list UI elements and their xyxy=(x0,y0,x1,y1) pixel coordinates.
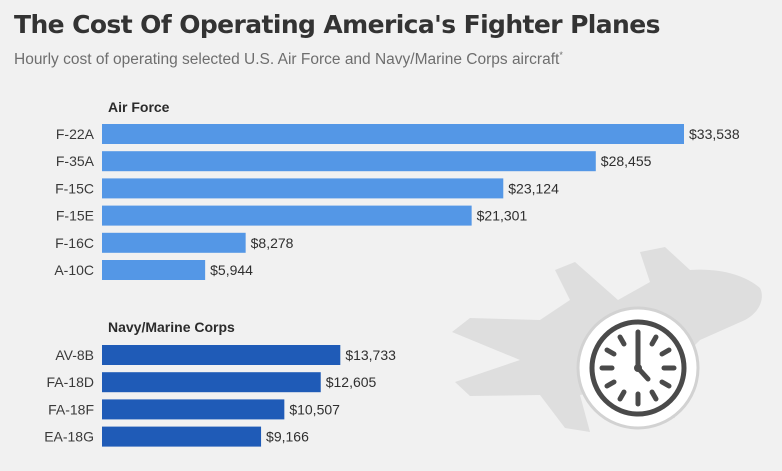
value-label-fa-18d: $12,605 xyxy=(326,374,377,390)
category-label-fa-18f: FA-18F xyxy=(48,401,94,417)
value-label-f-15c: $23,124 xyxy=(508,180,559,196)
chart-subtitle: Hourly cost of operating selected U.S. A… xyxy=(14,50,563,69)
bar-f-16c xyxy=(102,232,246,253)
clock-icon xyxy=(576,306,700,430)
value-label-f-35a: $28,455 xyxy=(601,153,652,169)
value-label-f-22a: $33,538 xyxy=(689,126,740,142)
chart-title: The Cost Of Operating America's Fighter … xyxy=(14,10,660,39)
bar-a-10c xyxy=(102,260,206,280)
subtitle-text: Hourly cost of operating selected U.S. A… xyxy=(14,51,560,69)
bar-ea-18g xyxy=(102,426,262,447)
bar-f-35a xyxy=(102,151,596,172)
bar-f-22a xyxy=(102,124,684,144)
category-label-f-35a: F-35A xyxy=(56,153,95,169)
value-label-ea-18g: $9,166 xyxy=(266,429,309,445)
group-label-navy-marine-corps: Navy/Marine Corps xyxy=(108,319,235,335)
category-label-ea-18g: EA-18G xyxy=(44,429,94,445)
value-label-f-16c: $8,278 xyxy=(251,235,294,251)
bar-f-15c xyxy=(102,178,504,199)
category-label-fa-18d: FA-18D xyxy=(47,374,94,390)
bar-av-8b xyxy=(102,345,341,365)
value-label-fa-18f: $10,507 xyxy=(289,401,340,417)
value-label-a-10c: $5,944 xyxy=(210,262,253,278)
category-label-f-22a: F-22A xyxy=(56,126,95,142)
value-label-av-8b: $13,733 xyxy=(345,347,396,363)
value-label-f-15e: $21,301 xyxy=(477,208,528,224)
category-label-av-8b: AV-8B xyxy=(55,347,94,363)
category-label-f-15c: F-15C xyxy=(55,180,94,196)
category-label-a-10c: A-10C xyxy=(54,262,94,278)
group-label-air-force: Air Force xyxy=(108,99,170,115)
category-label-f-15e: F-15E xyxy=(56,208,94,224)
footnote-mark: * xyxy=(559,50,563,60)
bar-fa-18f xyxy=(102,399,285,420)
bars-layer: Air Force F-22A $33,538 F-35A $28,455 F-15C $2… xyxy=(44,99,740,447)
category-label-f-16c: F-16C xyxy=(55,235,94,251)
bar-fa-18d xyxy=(102,372,321,393)
bar-f-15e xyxy=(102,205,472,226)
